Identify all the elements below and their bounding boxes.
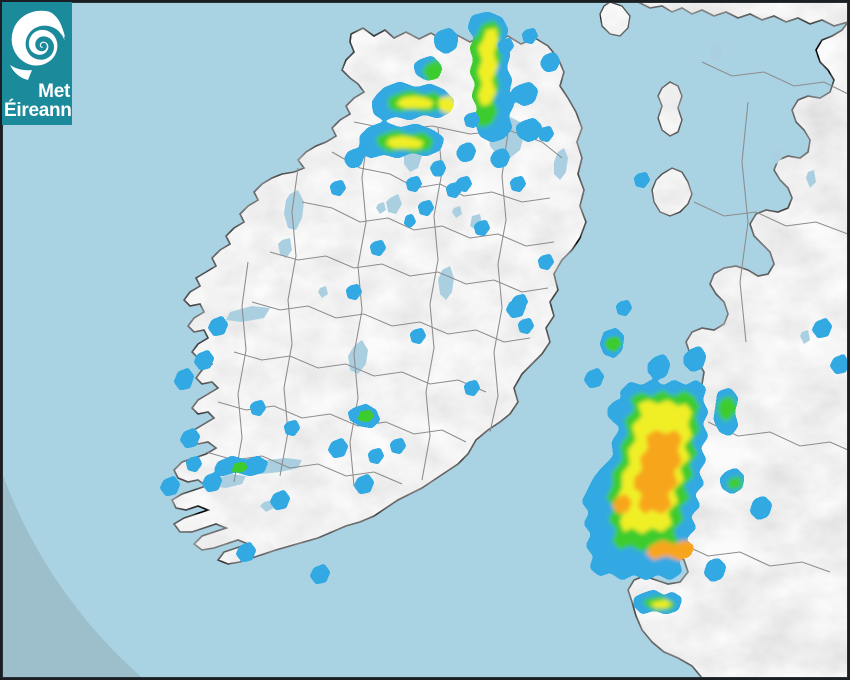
precip-donegal-showers <box>406 28 554 192</box>
logo-line-1: Met <box>38 81 70 102</box>
precip-midlands-showers <box>330 180 526 396</box>
precip-southwest-showers-green <box>232 410 374 472</box>
precip-wales-band <box>582 346 772 614</box>
landmass-britain <box>599 2 848 678</box>
logo-line-2: Éireann <box>4 100 72 121</box>
met-eireann-logo[interactable]: Met Éireann <box>2 2 72 125</box>
landmass-isle-of-man <box>651 167 693 217</box>
precip-southwest-showers <box>160 316 406 584</box>
precip-irish-sea-showers <box>474 172 848 388</box>
county-borders <box>205 61 848 573</box>
precip-northern-ireland-band <box>344 12 560 168</box>
met-eireann-spiral-icon <box>10 10 65 80</box>
landmass-ireland <box>170 27 587 565</box>
